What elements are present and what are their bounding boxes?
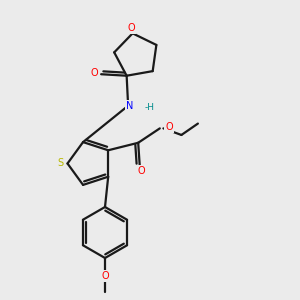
Text: O: O [165,122,173,132]
Text: -H: -H [145,103,154,112]
Text: O: O [137,166,145,176]
Text: O: O [91,68,98,78]
Text: O: O [127,23,135,33]
Text: N: N [126,101,133,111]
Text: S: S [57,158,63,169]
Text: O: O [101,271,109,281]
